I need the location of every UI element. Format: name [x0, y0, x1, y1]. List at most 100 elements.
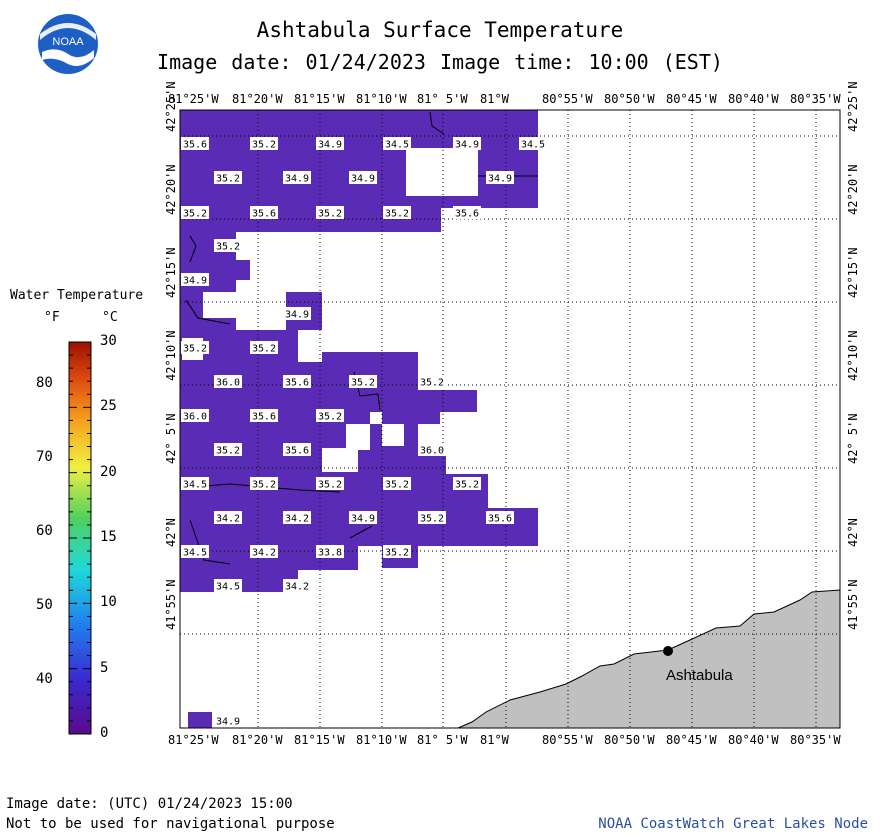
svg-text:34.9: 34.9 — [488, 174, 512, 185]
temperature-label: 36.0 — [214, 375, 242, 389]
image-date-time: Image date: 01/24/2023 Image time: 10:00… — [157, 50, 723, 74]
svg-text:35.2: 35.2 — [420, 514, 444, 525]
svg-text:35.6: 35.6 — [285, 378, 309, 389]
no-data-areas — [298, 148, 478, 472]
svg-text:35.2: 35.2 — [318, 480, 342, 491]
temperature-label: 35.6 — [486, 511, 514, 525]
celsius-tick-label: 15 — [100, 528, 117, 545]
disclaimer: Not to be used for navigational purpose — [6, 816, 335, 832]
svg-text:35.2: 35.2 — [385, 209, 409, 220]
temperature-label: 34.5 — [383, 137, 411, 151]
fahrenheit-tick-label: 70 — [36, 449, 53, 465]
map-frame — [179, 109, 841, 729]
longitude-label: 81°15'W — [294, 733, 345, 747]
temperature-label: 35.2 — [250, 477, 278, 491]
longitude-label: 80°55'W — [542, 92, 593, 106]
temperature-label: 34.9 — [283, 171, 311, 185]
svg-text:34.2: 34.2 — [252, 548, 276, 559]
temperature-label: 35.6 — [250, 206, 278, 220]
temperature-label: 34.9 — [316, 137, 344, 151]
temperature-label: 33.8 — [316, 545, 344, 559]
temperature-label: 35.6 — [283, 375, 311, 389]
latitude-label: 42°10'N — [164, 330, 178, 381]
temperature-label: 35.2 — [181, 341, 209, 355]
latitude-label: 42°10'N — [846, 330, 860, 381]
temperature-label: 35.6 — [283, 443, 311, 457]
temperature-label: 34.9 — [486, 171, 514, 185]
ashtabula-city-marker — [663, 646, 673, 656]
temperature-label: 35.2 — [349, 375, 377, 389]
svg-text:35.2: 35.2 — [318, 412, 342, 423]
city-label: Ashtabula — [666, 667, 733, 684]
celsius-tick-label: 25 — [100, 398, 117, 415]
celsius-tick-label: 5 — [100, 659, 109, 676]
unit-fahrenheit: °F — [44, 310, 60, 325]
latitude-label: 42°20'N — [164, 164, 178, 215]
svg-text:34.9: 34.9 — [455, 140, 479, 151]
temperature-label: 35.2 — [418, 511, 446, 525]
svg-text:34.5: 34.5 — [521, 140, 545, 151]
utc-date: Image date: (UTC) 01/24/2023 15:00 — [6, 796, 293, 812]
svg-text:35.6: 35.6 — [183, 140, 207, 151]
svg-text:35.6: 35.6 — [252, 412, 276, 423]
temperature-labels: 35.6 35.2 34.9 34.5 34.9 34.5 35.2 34.9 34.9 34.9… — [181, 137, 547, 728]
temperature-label: 35.2 — [383, 477, 411, 491]
svg-text:35.2: 35.2 — [252, 344, 276, 355]
water-field — [180, 110, 538, 728]
temperature-label: 34.2 — [250, 545, 278, 559]
longitude-label: 81° 5'W — [417, 733, 468, 747]
temperature-label: 36.0 — [418, 443, 446, 457]
svg-text:35.2: 35.2 — [351, 378, 375, 389]
fahrenheit-tick-label: 40 — [36, 671, 53, 687]
svg-text:35.2: 35.2 — [252, 480, 276, 491]
page-title: Ashtabula Surface Temperature — [256, 18, 624, 42]
temperature-label: 34.9 — [214, 714, 242, 728]
longitude-label: 81°10'W — [356, 733, 407, 747]
svg-text:34.9: 34.9 — [183, 276, 207, 287]
temperature-label: 35.6 — [453, 206, 481, 220]
temperature-label: 34.9 — [349, 511, 377, 525]
svg-text:34.2: 34.2 — [285, 514, 309, 525]
celsius-tick-label: 0 — [100, 724, 109, 741]
temperature-label: 35.2 — [214, 171, 242, 185]
svg-text:35.2: 35.2 — [252, 140, 276, 151]
longitude-label: 80°35'W — [790, 733, 841, 747]
latitude-label: 42°20'N — [846, 164, 860, 215]
temperature-label: 35.2 — [453, 477, 481, 491]
svg-text:34.9: 34.9 — [285, 174, 309, 185]
temperature-label: 35.2 — [383, 206, 411, 220]
temperature-label: 35.6 — [181, 137, 209, 151]
longitude-label: 80°45'W — [666, 733, 717, 747]
latitude-label: 42° 5'N — [846, 413, 860, 464]
temperature-label: 35.2 — [214, 443, 242, 457]
svg-text:34.2: 34.2 — [216, 514, 240, 525]
temperature-label: 34.5 — [181, 545, 209, 559]
svg-text:35.2: 35.2 — [216, 174, 240, 185]
latitude-label: 42°N — [846, 518, 860, 547]
temperature-label: 35.2 — [316, 206, 344, 220]
unit-celsius: °C — [102, 310, 118, 325]
svg-text:35.6: 35.6 — [252, 209, 276, 220]
temperature-label: 34.2 — [283, 579, 311, 593]
temperature-label: 34.9 — [283, 307, 311, 321]
svg-text:35.2: 35.2 — [183, 344, 207, 355]
temperature-label: 35.2 — [316, 409, 344, 423]
svg-text:35.2: 35.2 — [385, 480, 409, 491]
latitude-label: 42°N — [164, 518, 178, 547]
temperature-label: 35.2 — [181, 206, 209, 220]
latitude-label: 42° 5'N — [164, 413, 178, 464]
svg-text:35.2: 35.2 — [385, 548, 409, 559]
longitude-label: 81°W — [480, 733, 509, 747]
svg-text:34.9: 34.9 — [351, 174, 375, 185]
longitude-label: 80°45'W — [666, 92, 717, 106]
legend-title: Water Temperature — [10, 288, 144, 303]
temperature-label: 34.9 — [453, 137, 481, 151]
longitude-label: 80°50'W — [604, 733, 655, 747]
longitude-label: 80°40'W — [728, 733, 779, 747]
temperature-label: 34.9 — [349, 171, 377, 185]
longitude-label: 81°20'W — [232, 92, 283, 106]
fahrenheit-tick-label: 50 — [36, 597, 53, 613]
celsius-tick-label: 10 — [100, 594, 117, 611]
svg-text:NOAA: NOAA — [52, 36, 84, 48]
